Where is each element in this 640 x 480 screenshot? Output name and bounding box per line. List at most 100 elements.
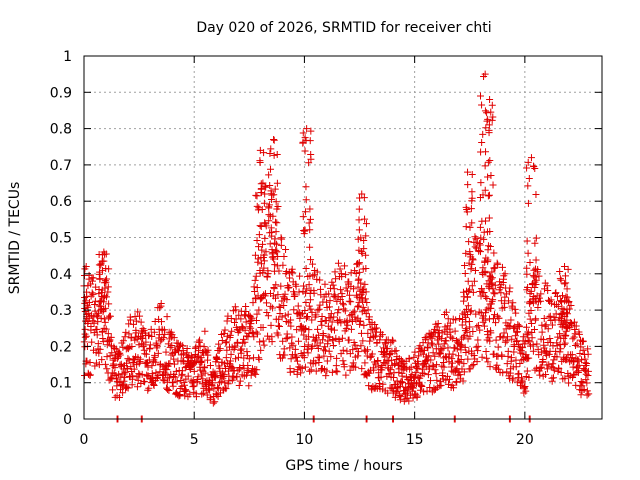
y-tick-label: 0 [63,412,72,428]
data-point [509,376,517,384]
data-point [207,394,215,402]
data-point [313,268,321,276]
data-point [330,326,338,334]
data-point [222,339,230,347]
data-point [528,334,536,342]
data-point [306,296,314,304]
data-point [549,360,557,368]
data-point [200,343,208,351]
data-point [467,265,475,273]
data-point [148,370,156,378]
data-point [198,380,206,388]
data-point [219,374,227,382]
data-point [273,179,281,187]
data-point [133,383,141,391]
data-point [292,354,300,362]
data-point [339,299,347,307]
data-point [479,289,487,297]
data-point [231,318,239,326]
data-point [510,348,518,356]
data-point [303,345,311,353]
data-point [237,315,245,323]
data-point [561,272,569,280]
data-point [499,334,507,342]
data-point [259,179,267,187]
data-point [305,326,313,334]
data-point [477,92,484,100]
data-point [519,350,527,358]
data-point [302,196,310,204]
data-point [507,354,515,362]
data-point [511,332,519,340]
data-point [327,353,335,361]
data-point [361,295,369,303]
data-point [285,283,293,291]
data-point [335,337,343,345]
data-point [345,278,353,286]
data-point [95,261,103,269]
data-point [452,378,460,386]
data-point [414,360,422,368]
data-point [575,367,583,375]
data-point [437,381,445,389]
data-point [413,364,421,372]
data-point [106,312,114,320]
data-point [531,239,539,247]
data-point [194,373,202,381]
x-tick-label: 5 [190,432,199,448]
data-point [514,328,522,336]
data-point [252,272,260,280]
data-point [265,203,273,211]
data-point [488,101,496,109]
data-point [474,347,482,355]
data-point [89,290,97,298]
data-point [476,241,484,249]
data-point [524,182,532,190]
data-point [562,322,570,330]
data-point [470,351,478,359]
data-point [170,334,178,342]
data-point [482,348,490,356]
data-point [548,321,556,329]
data-point [296,314,304,322]
data-point [462,249,470,257]
data-point [165,387,173,395]
data-point [468,362,476,370]
data-point [214,383,222,391]
data-point [557,345,565,353]
data-point [167,351,175,359]
data-point [122,328,130,336]
data-point [483,109,491,117]
data-point [192,343,200,351]
data-point [138,370,146,378]
data-point [286,274,294,282]
data-point [250,369,258,377]
data-point [240,335,247,343]
data-point [103,365,111,373]
data-point [409,384,417,392]
data-point [416,386,424,394]
data-point [501,293,509,301]
data-point [524,249,532,257]
data-point [284,284,292,292]
data-point [519,333,527,341]
data-point [426,384,434,392]
data-point [257,185,265,193]
data-point [570,333,578,341]
data-point [303,125,311,133]
data-point [479,130,487,138]
data-point [509,299,517,307]
data-point [211,398,219,406]
data-point [362,288,370,296]
data-point [160,377,168,385]
data-point [91,362,99,370]
data-point [355,260,363,268]
data-point [382,340,390,348]
data-point [391,360,399,368]
data-point [474,342,482,350]
data-point [484,331,492,339]
data-point [494,343,502,351]
data-point [545,350,553,358]
data-point [475,239,483,247]
data-point [532,281,540,289]
